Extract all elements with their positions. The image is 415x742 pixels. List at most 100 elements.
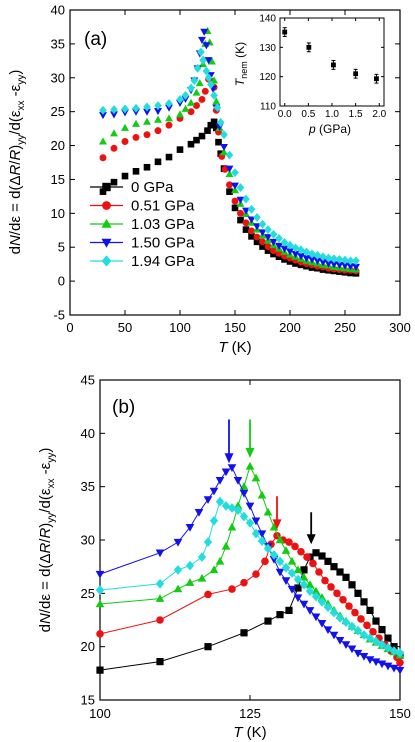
data-point xyxy=(220,148,228,156)
data-point xyxy=(263,507,273,516)
data-point xyxy=(299,579,309,590)
data-point xyxy=(165,153,173,161)
inset-point xyxy=(331,62,336,68)
data-point xyxy=(99,154,107,162)
panel-a-ytick-label: 5 xyxy=(58,240,65,255)
data-point xyxy=(221,468,231,477)
data-point xyxy=(215,477,225,485)
panel-a-xtick-label: 50 xyxy=(118,320,132,335)
data-point xyxy=(286,248,294,256)
data-point xyxy=(228,585,236,593)
data-point xyxy=(346,263,355,271)
data-point xyxy=(312,549,320,557)
data-point xyxy=(384,634,392,642)
data-point xyxy=(291,542,299,551)
data-point xyxy=(341,255,349,265)
data-point xyxy=(308,249,316,259)
series-1-94-gpa xyxy=(99,47,360,266)
data-point xyxy=(132,103,140,113)
series-line xyxy=(99,466,401,671)
data-point xyxy=(245,461,255,470)
data-point xyxy=(240,578,248,587)
data-point xyxy=(96,666,104,674)
data-point xyxy=(261,557,269,566)
data-point xyxy=(156,616,164,624)
data-point xyxy=(225,169,234,177)
data-point xyxy=(396,658,404,667)
panel-a-xtick-label: 0 xyxy=(66,320,73,335)
data-point xyxy=(227,522,237,531)
data-point xyxy=(335,254,344,264)
data-point xyxy=(275,242,283,250)
data-point xyxy=(154,115,162,123)
data-point xyxy=(335,261,344,269)
data-point xyxy=(324,557,332,565)
data-point xyxy=(352,256,360,266)
data-point xyxy=(323,602,333,613)
data-point xyxy=(357,615,365,623)
data-point xyxy=(333,589,341,598)
data-point xyxy=(259,243,266,250)
data-point xyxy=(275,568,285,577)
data-point xyxy=(264,617,272,625)
panel-a-xtick-label: 100 xyxy=(169,320,191,335)
legend-label: 0.51 GPa xyxy=(131,198,195,215)
data-point xyxy=(317,593,327,601)
data-point xyxy=(371,658,381,667)
data-point xyxy=(305,586,315,597)
data-point xyxy=(198,96,206,103)
data-point xyxy=(202,42,211,50)
data-point xyxy=(253,223,261,231)
data-point xyxy=(275,249,283,257)
data-point xyxy=(155,549,165,558)
data-point xyxy=(269,229,278,239)
data-point xyxy=(220,143,228,152)
data-point xyxy=(363,621,371,630)
arrow-0-gpa xyxy=(306,512,316,545)
inset-ytick-label: 120 xyxy=(259,72,276,83)
data-point xyxy=(347,645,357,654)
data-point xyxy=(143,117,151,125)
data-point xyxy=(96,630,104,638)
data-point xyxy=(199,55,207,65)
data-point xyxy=(258,219,267,229)
panel-a-series xyxy=(99,26,360,277)
data-point xyxy=(352,263,360,272)
data-point xyxy=(253,233,261,241)
data-point xyxy=(353,649,363,658)
data-point xyxy=(323,626,333,635)
data-point xyxy=(121,138,129,145)
data-point xyxy=(207,121,215,129)
data-point xyxy=(110,144,118,152)
data-point xyxy=(247,204,256,214)
data-point xyxy=(132,168,140,175)
data-point xyxy=(245,502,255,511)
data-point xyxy=(226,188,233,195)
data-point xyxy=(299,572,309,581)
panel-a-ylabel: dN/dε = d(ΔR/R)yy/d(εxx -εyy) xyxy=(7,70,27,255)
data-point xyxy=(293,574,303,585)
arrow-1-50-gpa xyxy=(224,419,234,464)
data-point xyxy=(154,158,162,166)
data-point xyxy=(280,238,289,247)
data-point xyxy=(99,137,107,145)
data-point xyxy=(346,256,355,266)
inset-ticks: 0.0 0.5 1.0 1.5 2.0 110 120 130 140 xyxy=(259,14,386,121)
data-point xyxy=(110,129,118,137)
data-point xyxy=(143,131,151,139)
data-point xyxy=(354,589,362,597)
data-point xyxy=(395,648,405,658)
data-point xyxy=(383,642,393,653)
data-point xyxy=(330,254,338,264)
data-point xyxy=(215,556,225,565)
data-point xyxy=(311,613,321,622)
data-point xyxy=(203,496,213,504)
data-point xyxy=(165,114,173,122)
data-point xyxy=(240,629,248,637)
panel-b: 100 125 150 15 20 25 30 35 40 45 (b) T (K) dN/dε … xyxy=(37,373,411,742)
inset-ylabel: Tnem (K) xyxy=(233,42,249,86)
data-point xyxy=(264,247,272,254)
inset-points xyxy=(282,27,379,84)
data-point xyxy=(275,556,285,567)
